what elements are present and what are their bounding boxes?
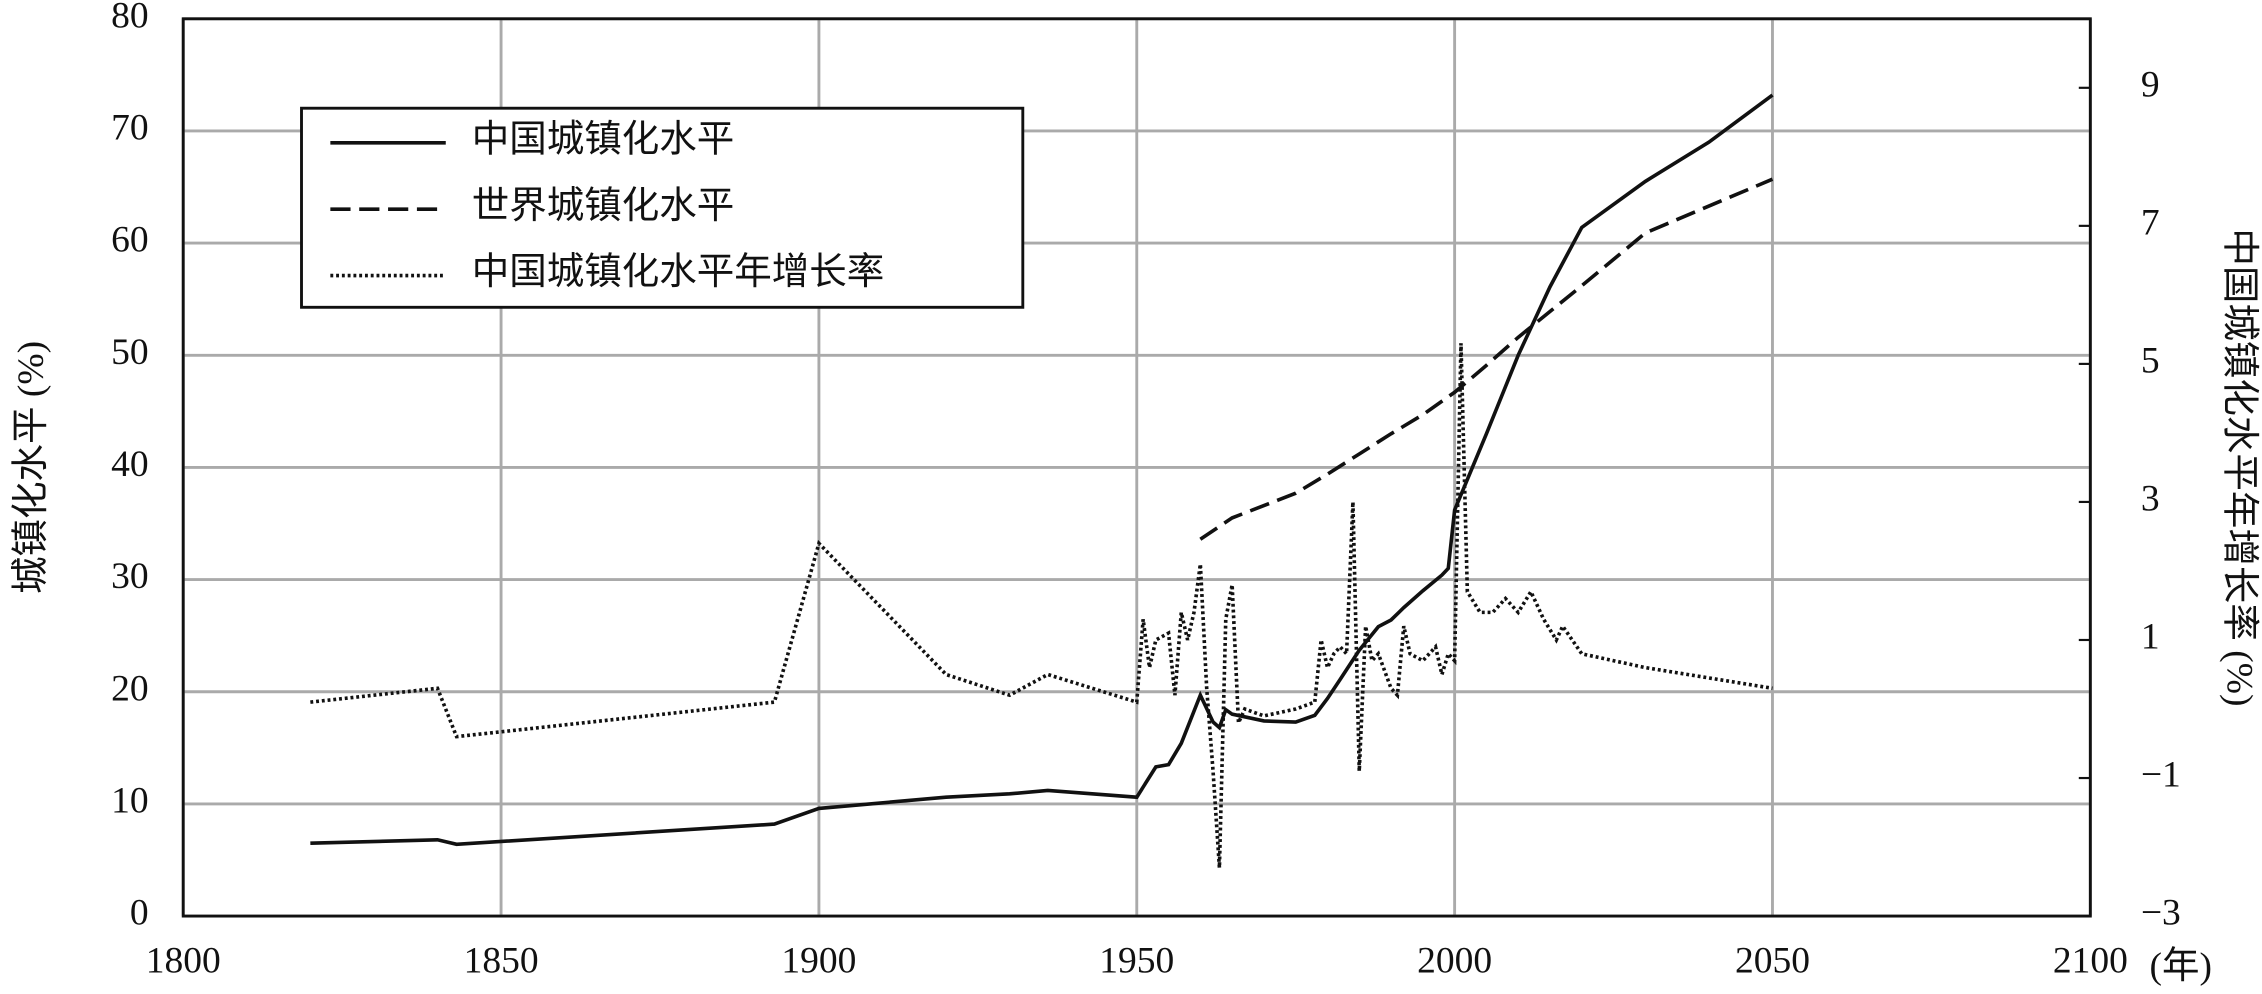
legend-label: 中国城镇化水平年增长率 [472, 251, 885, 293]
y-tick-label: 0 [130, 893, 149, 934]
y-tick-label: 50 [111, 332, 149, 373]
series-line [1199, 177, 1774, 541]
y2-axis-label: 中国城镇化水平年增长率 (%) [2218, 228, 2260, 706]
y-tick-label: 20 [111, 668, 149, 709]
y2-tick-label: 7 [2141, 202, 2160, 243]
y2-tick-label: 3 [2141, 479, 2160, 520]
y2-tick-label: 9 [2141, 64, 2160, 105]
y2-tick-label: 1 [2141, 617, 2160, 658]
series-line [310, 343, 1773, 868]
x-tick-label: 2100 [2053, 940, 2128, 981]
series-line [310, 93, 1774, 847]
y-tick-label: 40 [111, 444, 149, 485]
y2-tick-label: −3 [2141, 893, 2181, 934]
x-tick-label: 2050 [1735, 940, 1810, 981]
y-tick-label: 70 [111, 108, 149, 149]
x-tick-label: 1900 [781, 940, 856, 981]
x-tick-label: 1950 [1099, 940, 1174, 981]
plot-frame [181, 17, 2092, 918]
y2-tick-label: 5 [2141, 341, 2160, 382]
x-tick-label: 1800 [146, 940, 221, 981]
x-axis-label: (年) [2149, 945, 2211, 987]
y2-tick-label: −1 [2141, 755, 2181, 796]
y-tick-label: 80 [111, 0, 149, 36]
x-tick-label: 2000 [1417, 940, 1492, 981]
y-axis-label: 城镇化水平 (%) [11, 341, 52, 594]
legend-label: 世界城镇化水平 [472, 186, 734, 227]
y-tick-label: 10 [111, 781, 149, 822]
x-tick-label: 1850 [464, 940, 539, 981]
legend-label: 中国城镇化水平 [472, 119, 734, 160]
y-tick-label: 60 [111, 220, 149, 261]
y-tick-label: 30 [111, 556, 149, 597]
